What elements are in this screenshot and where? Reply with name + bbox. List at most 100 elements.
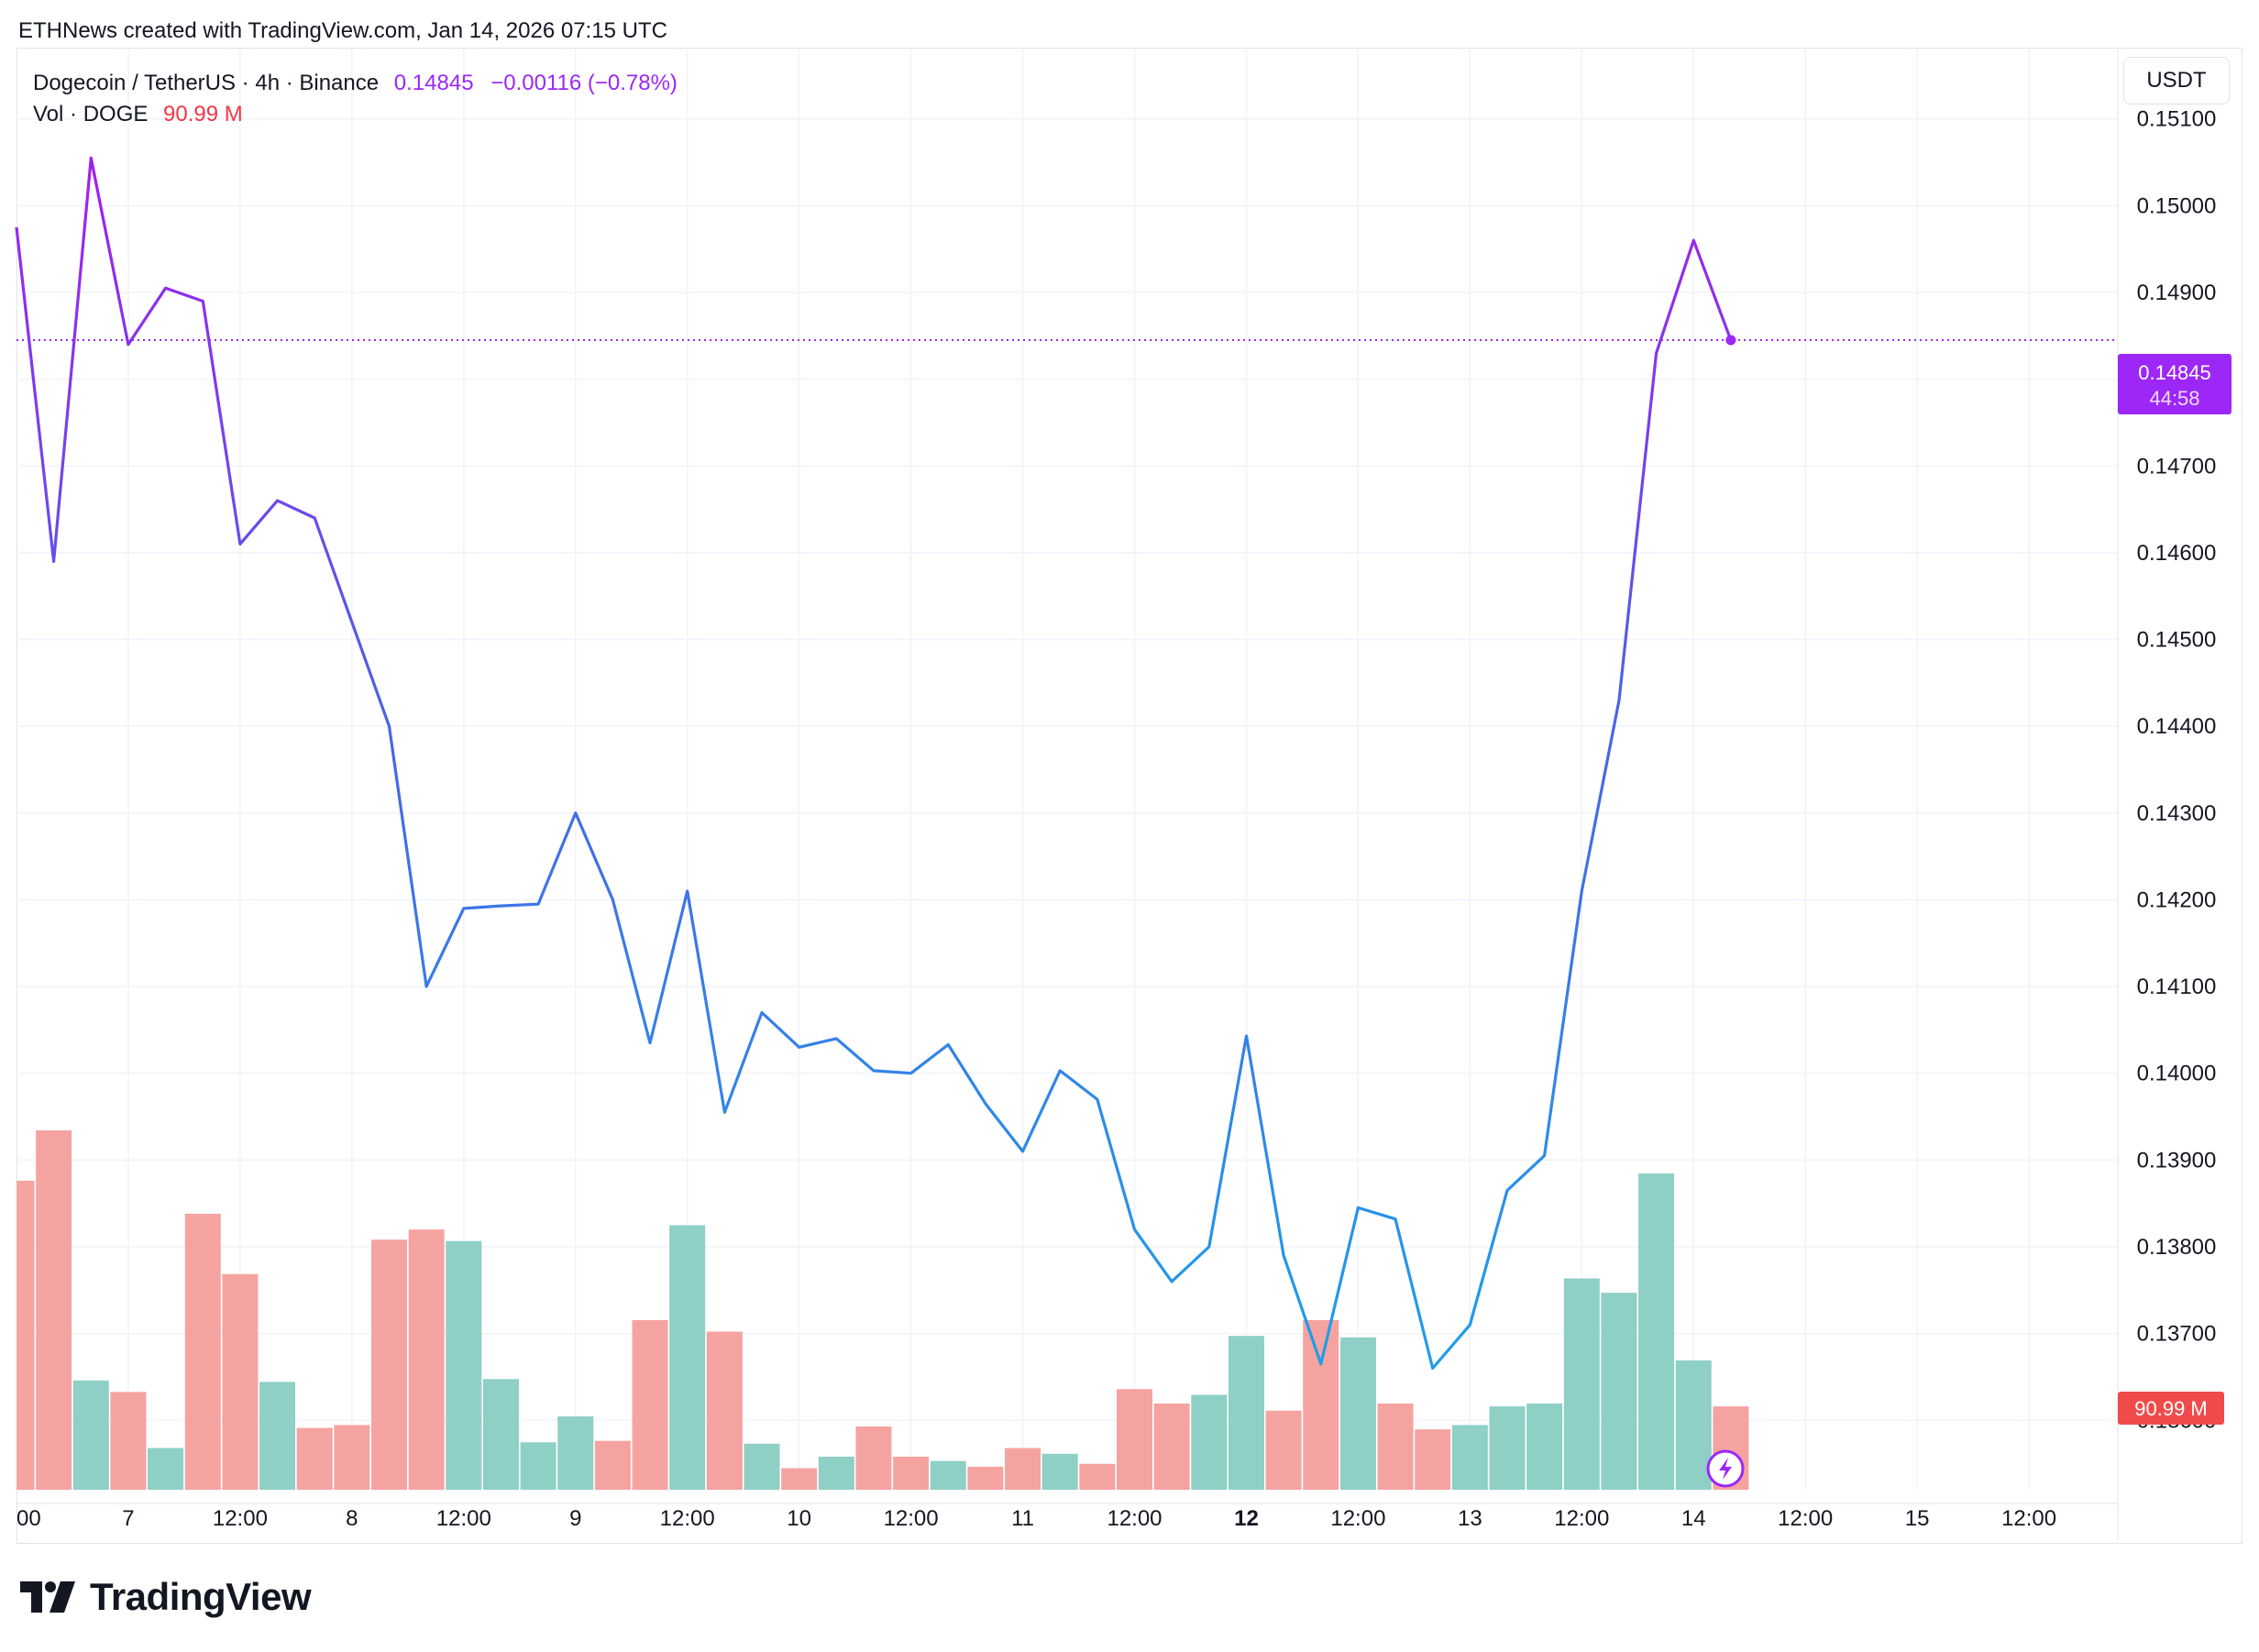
volume-bar [36,1130,72,1490]
current-price-tag: 0.14845 44:58 [2118,354,2231,414]
volume-bar [632,1319,668,1490]
chart-grid [17,50,2118,1490]
volume-bar [1675,1360,1712,1490]
volume-bar [222,1273,259,1490]
volume-bar [1228,1336,1264,1490]
volume-value-tag: 90.99 M [2118,1392,2224,1425]
tradingview-logo-icon [20,1581,75,1613]
volume-bar [594,1440,631,1490]
y-tick-label: 0.13800 [2137,1235,2217,1260]
volume-value: 90.99 M [163,102,243,127]
volume-bar [1377,1403,1414,1490]
y-tick-label: 0.14500 [2137,628,2217,653]
volume-bar [1303,1319,1339,1490]
volume-bar [855,1426,892,1490]
x-tick-label: 10 [787,1506,811,1531]
volume-bar [557,1416,594,1490]
volume-bar [1563,1278,1600,1490]
volume-legend-row[interactable]: Vol · DOGE 90.99 M [33,99,678,130]
current-price-value: 0.14845 [2138,361,2211,384]
brand-name: TradingView [90,1575,312,1618]
y-tick-label: 0.14400 [2137,714,2217,739]
x-tick-label: 12 [1234,1506,1259,1531]
volume-bar [818,1456,854,1490]
x-tick-label: 12:00 [884,1506,939,1531]
x-tick-label: 12:00 [660,1506,715,1531]
volume-bar [930,1460,966,1490]
volume-bar [1079,1463,1116,1490]
volume-tag-value: 90.99 M [2134,1397,2208,1420]
y-tick-label: 0.13900 [2137,1148,2217,1173]
volume-bar [893,1456,930,1490]
volume-bar [1339,1337,1376,1490]
volume-bar [259,1382,296,1490]
y-tick-label: 0.15100 [2137,107,2217,132]
volume-bar [1526,1403,1563,1490]
volume-bar [296,1427,333,1490]
y-tick-label: 0.14300 [2137,801,2217,826]
x-tick-label: 12:00 [1778,1506,1833,1531]
chart-credit: ETHNews created with TradingView.com, Ja… [18,18,667,43]
volume-bar [669,1225,706,1490]
price-series-line [15,156,1733,1371]
volume-bar [1117,1389,1152,1490]
last-price-dot [1725,335,1736,346]
volume-bar [1191,1394,1228,1490]
y-tick-label: 0.15000 [2137,193,2217,218]
volume-bar [1638,1173,1675,1490]
volume-bar [17,1180,35,1490]
volume-bar [967,1466,1004,1490]
price-axis[interactable]: 0.151000.150000.149000.148000.147000.146… [2117,50,2217,1540]
x-tick-label: 7 [122,1506,134,1531]
bar-countdown: 44:58 [2149,387,2199,410]
y-tick-label: 0.14000 [2137,1062,2217,1086]
x-tick-label: 12:00 [1554,1506,1609,1531]
volume-bar [1005,1448,1041,1490]
currency-button[interactable]: USDT [2123,57,2230,105]
volume-bar [110,1392,147,1490]
volume-bar [148,1448,184,1490]
y-tick-label: 0.14100 [2137,975,2217,999]
x-tick-label: 12:00 [213,1506,268,1531]
x-tick-label: 12:00 [2001,1506,2056,1531]
y-tick-label: 0.14700 [2137,454,2217,479]
symbol-legend-row[interactable]: Dogecoin / TetherUS · 4h · Binance 0.148… [33,68,678,99]
chart-legend: Dogecoin / TetherUS · 4h · Binance 0.148… [33,68,678,130]
price-change: −0.00116 (−0.78%) [490,71,678,95]
volume-bar [744,1443,780,1490]
volume-bar [1041,1453,1078,1490]
volume-bar [1265,1410,1302,1490]
volume-bar [781,1468,818,1490]
x-tick-label: 11 [1011,1506,1034,1531]
volume-bars [17,1130,1749,1490]
x-tick-label: 8 [346,1506,358,1531]
x-tick-label: 00 [17,1506,41,1531]
tradingview-brand[interactable]: TradingView [20,1575,312,1619]
x-tick-label: 13 [1458,1506,1482,1531]
y-tick-label: 0.14900 [2137,281,2217,305]
symbol-title[interactable]: Dogecoin / TetherUS · 4h · Binance [33,71,380,95]
volume-bar [1601,1293,1637,1490]
volume-title[interactable]: Vol · DOGE [33,102,149,127]
volume-bar [520,1442,556,1490]
lightning-bolt-icon [1719,1458,1732,1480]
volume-bar [334,1425,370,1490]
volume-bar [1153,1403,1190,1490]
volume-bar [482,1379,519,1490]
y-tick-label: 0.14600 [2137,541,2217,566]
volume-bar [371,1239,407,1490]
volume-bar [184,1213,221,1490]
y-tick-label: 0.14200 [2137,887,2217,912]
volume-bar [706,1331,743,1490]
y-tick-label: 0.13700 [2137,1322,2217,1347]
chart-pane[interactable] [17,48,2242,1544]
replay-button[interactable] [1706,1449,1745,1488]
volume-bar [72,1380,109,1490]
x-tick-label: 14 [1681,1506,1706,1531]
volume-bar [446,1240,482,1490]
time-axis[interactable]: 00 7 12:00 8 12:00 9 12:00 10 12:00 11 12:00 12 12:0… [17,1503,2118,1531]
x-tick-label: 12:00 [1330,1506,1385,1531]
volume-bar [1489,1406,1526,1490]
volume-bar [408,1229,445,1490]
